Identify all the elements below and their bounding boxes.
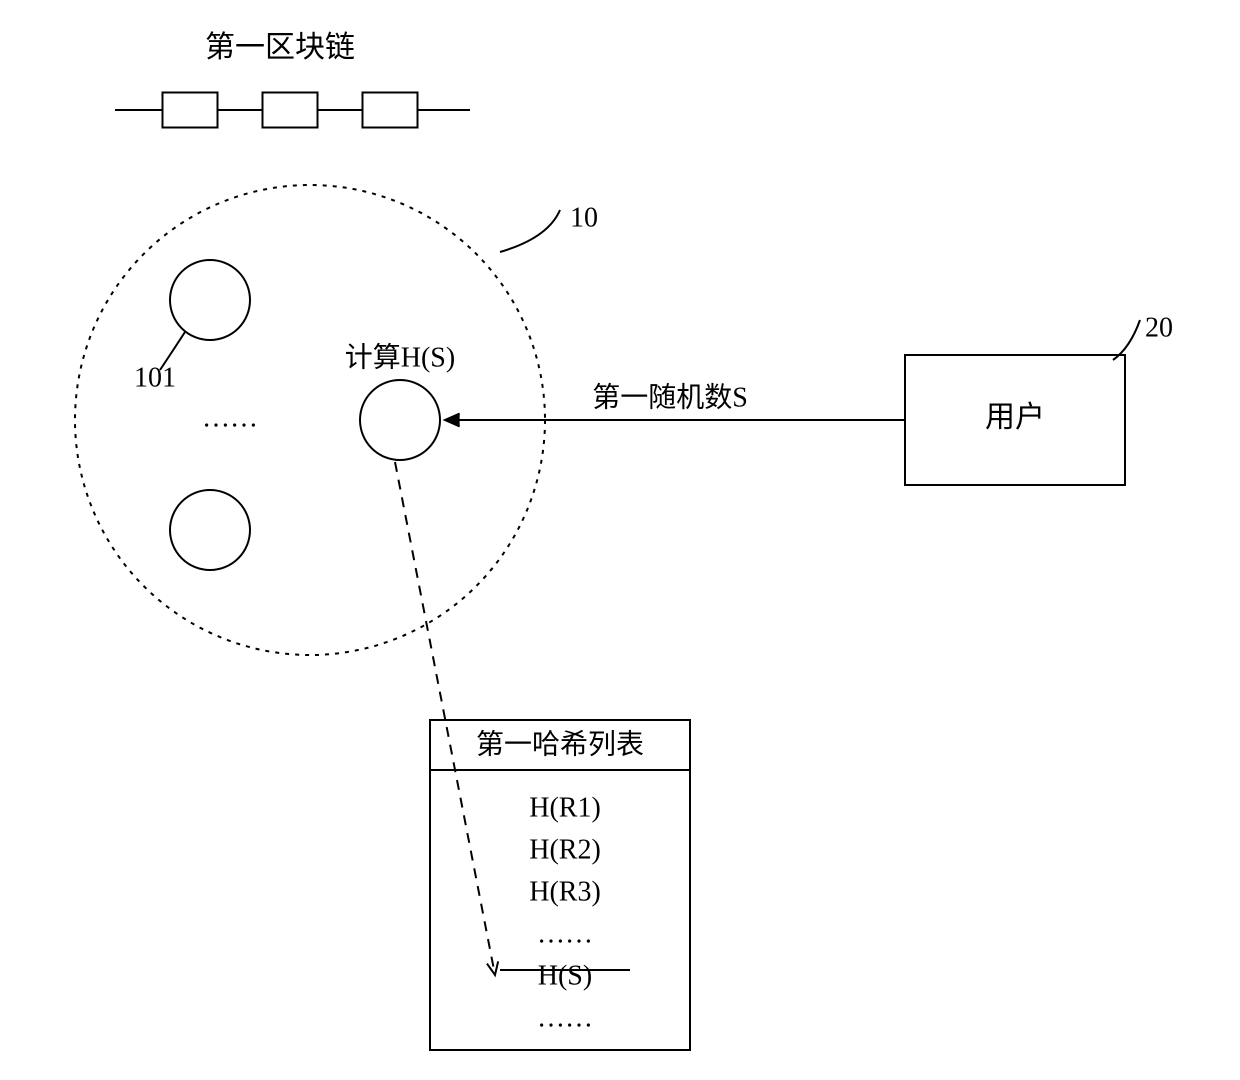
hash-row: …… bbox=[537, 1002, 593, 1033]
block bbox=[363, 93, 418, 128]
hash-row: H(R2) bbox=[529, 834, 601, 865]
node bbox=[170, 490, 250, 570]
ref-label-10: 10 bbox=[570, 202, 598, 233]
dashed-arrow-line bbox=[395, 462, 495, 975]
hash-row: H(R3) bbox=[529, 876, 601, 907]
ref-label-101: 101 bbox=[134, 362, 176, 393]
blockchain-title: 第一区块链 bbox=[205, 31, 355, 64]
block bbox=[263, 93, 318, 128]
cluster-ellipsis: …… bbox=[202, 402, 258, 433]
arrow-s-label: 第一随机数S bbox=[592, 381, 748, 413]
user-label: 用户 bbox=[985, 401, 1045, 434]
leader-10 bbox=[500, 210, 560, 252]
node-main bbox=[360, 380, 440, 460]
block bbox=[163, 93, 218, 128]
hash-row: H(R1) bbox=[529, 792, 601, 823]
node bbox=[170, 260, 250, 340]
hash-table-title: 第一哈希列表 bbox=[476, 728, 644, 760]
compute-hs-label: 计算H(S) bbox=[345, 341, 455, 373]
hash-row: H(S) bbox=[538, 960, 592, 991]
hash-row: …… bbox=[537, 918, 593, 949]
ref-label-20: 20 bbox=[1145, 312, 1173, 343]
